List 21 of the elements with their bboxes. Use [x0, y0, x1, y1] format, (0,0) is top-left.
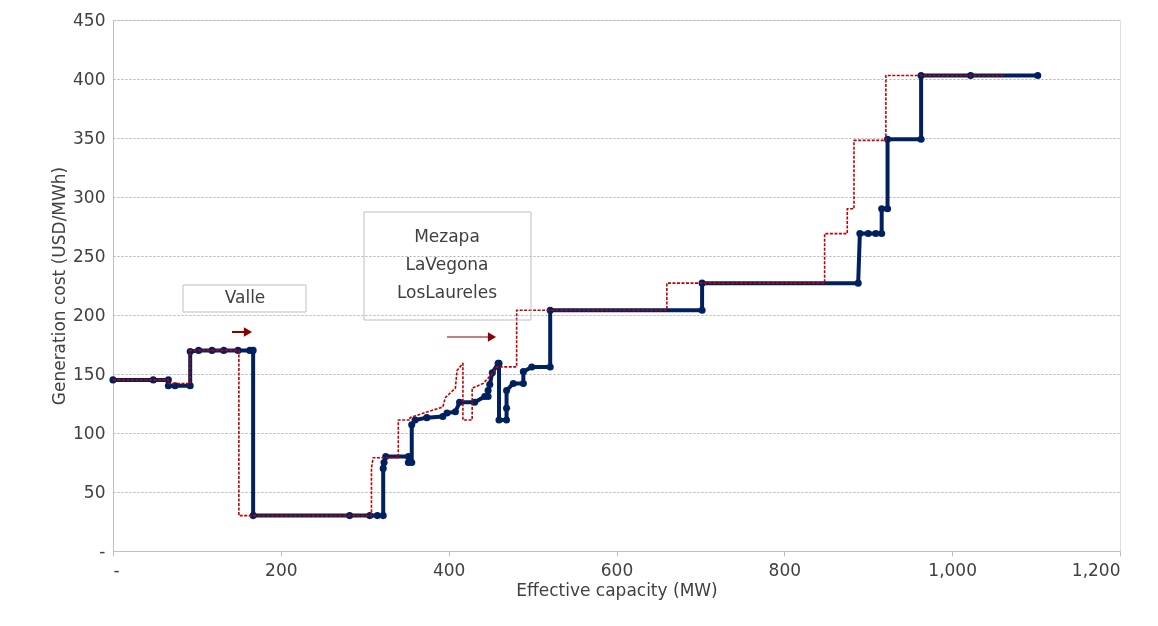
x-tick-label: 1,000 — [928, 559, 977, 580]
x-tick-label: - — [113, 559, 120, 580]
x-tick-label: 600 — [600, 559, 634, 580]
y-tick-label: 100 — [73, 422, 106, 443]
y-tick-label: 400 — [73, 68, 106, 89]
x-tick-label: 200 — [265, 559, 298, 580]
y-tick-label: 250 — [73, 245, 106, 266]
x-axis-title: Effective capacity (MW) — [516, 579, 718, 600]
annotation: Mezapa LaVegona LosLaureles — [396, 226, 498, 302]
y-tick-label: - — [99, 540, 106, 561]
annotation: Valle — [224, 287, 266, 307]
x-tick-label: 1,200 — [1071, 559, 1121, 580]
y-tick-label: 350 — [73, 127, 106, 148]
y-tick-label: 50 — [83, 481, 106, 502]
y-tick-label: 450 — [73, 9, 106, 30]
x-tick-label: 400 — [432, 559, 466, 580]
y-tick-label: 200 — [73, 304, 106, 325]
y-tick-label: 300 — [73, 186, 106, 207]
y-tick-label: 150 — [73, 363, 106, 384]
x-tick-label: 800 — [768, 559, 802, 580]
y-axis-title: Generation cost (USD/MWh) — [49, 166, 70, 406]
